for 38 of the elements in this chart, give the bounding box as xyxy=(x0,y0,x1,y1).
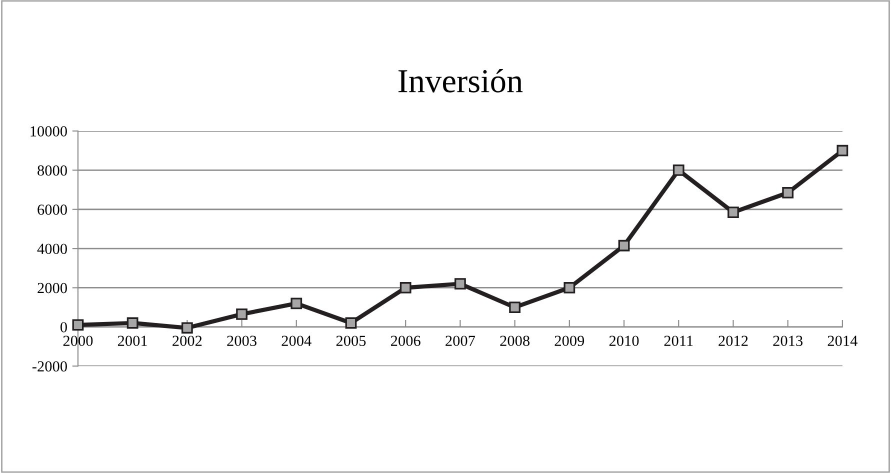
point xyxy=(564,282,576,294)
x-tick-label: 2009 xyxy=(554,336,584,346)
x-tick-label: 2012 xyxy=(718,336,748,346)
x-tick-label: 2002 xyxy=(172,336,202,346)
x-tick-label: 2001 xyxy=(118,336,147,346)
x-tick-label: 2013 xyxy=(773,336,803,346)
x-tick-label: 2014 xyxy=(828,336,858,346)
x-tick-label: 2005 xyxy=(336,336,366,346)
point xyxy=(236,308,248,320)
point xyxy=(126,317,138,329)
point xyxy=(290,298,302,310)
x-tick-label: 2011 xyxy=(664,336,693,346)
x-tick-label: 2010 xyxy=(609,336,639,346)
y-tick-label: 10000 xyxy=(30,126,67,136)
x-tick-label: 2007 xyxy=(446,336,476,346)
y-tick-label: 4000 xyxy=(37,244,67,254)
point xyxy=(454,278,466,290)
y-tick-label: 0 xyxy=(60,322,67,332)
point xyxy=(72,319,84,331)
point xyxy=(836,144,848,156)
y-tick-label: -2000 xyxy=(32,361,67,372)
point xyxy=(400,282,412,294)
point xyxy=(782,187,794,198)
chart-title: Inversión xyxy=(398,68,523,92)
x-tick-label: 2004 xyxy=(282,336,312,346)
x-tick-label: 2008 xyxy=(500,336,530,346)
x-tick-label: 2006 xyxy=(390,336,420,346)
point xyxy=(672,164,684,176)
x-tick-label: 2000 xyxy=(63,336,93,346)
point xyxy=(345,317,357,329)
point xyxy=(509,302,521,314)
point xyxy=(728,206,739,218)
x-tick-label: 2003 xyxy=(227,336,256,346)
point xyxy=(181,322,193,334)
y-tick-label: 6000 xyxy=(38,204,67,215)
point xyxy=(618,240,630,252)
y-tick-label: 2000 xyxy=(38,282,67,294)
y-tick-label: 8000 xyxy=(38,165,67,176)
